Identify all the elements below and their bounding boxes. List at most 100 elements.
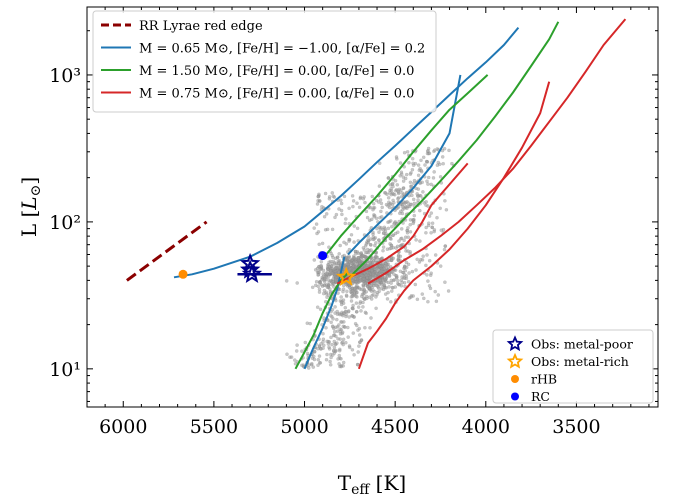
- field-star: [347, 255, 352, 260]
- field-star: [324, 325, 328, 330]
- plot-frame: [86, 6, 659, 408]
- field-star: [313, 267, 318, 272]
- marker-point: [336, 266, 357, 286]
- field-star: [335, 341, 339, 345]
- field-star: [416, 163, 421, 167]
- field-star: [349, 258, 354, 263]
- legend-swatch: [506, 352, 524, 369]
- field-star: [308, 321, 313, 326]
- field-star: [309, 361, 314, 366]
- field-star: [375, 267, 380, 271]
- field-star: [319, 341, 323, 346]
- field-star: [405, 228, 410, 233]
- field-star: [342, 325, 347, 329]
- field-star: [327, 194, 332, 199]
- field-star: [417, 208, 422, 213]
- field-star: [399, 170, 404, 174]
- field-star: [371, 230, 375, 235]
- field-star: [399, 227, 404, 231]
- field-star: [354, 323, 359, 328]
- field-star: [325, 352, 329, 357]
- track-line-1-2: [347, 74, 462, 256]
- field-star: [328, 359, 332, 364]
- y-axis-label: L [L⊙]: [17, 177, 44, 237]
- field-star: [358, 196, 363, 201]
- field-star: [367, 286, 371, 291]
- field-star: [386, 220, 390, 224]
- legend-swatch: [511, 375, 519, 383]
- x-tick-label: 4500: [371, 416, 419, 438]
- field-star: [409, 294, 414, 298]
- field-star: [337, 348, 342, 353]
- field-star: [411, 221, 416, 226]
- field-star: [336, 336, 340, 341]
- field-star: [373, 241, 378, 245]
- field-star: [350, 278, 355, 283]
- field-star: [334, 317, 339, 322]
- field-star: [325, 227, 330, 232]
- field-star: [331, 348, 336, 353]
- field-star: [359, 287, 364, 292]
- field-star: [339, 295, 344, 299]
- field-star: [314, 279, 319, 284]
- field-star: [438, 174, 443, 179]
- field-star: [400, 204, 405, 209]
- field-star: [338, 243, 343, 248]
- field-star: [289, 355, 294, 359]
- field-star: [425, 273, 429, 277]
- field-star: [415, 257, 420, 262]
- field-star: [317, 199, 322, 203]
- field-star: [421, 190, 425, 194]
- field-star: [426, 146, 431, 151]
- legend-label: rHB: [531, 372, 557, 387]
- field-star: [336, 259, 341, 263]
- field-star: [347, 237, 351, 242]
- field-star: [424, 225, 429, 230]
- field-star: [412, 213, 417, 218]
- x-tick-label: 6000: [99, 416, 147, 438]
- field-star: [427, 214, 432, 218]
- field-star: [316, 284, 321, 289]
- field-star: [372, 289, 377, 294]
- field-star: [383, 191, 388, 195]
- field-star: [334, 265, 338, 270]
- field-star: [342, 240, 346, 245]
- field-star: [339, 300, 344, 305]
- field-star: [377, 289, 382, 294]
- field-star: [324, 212, 329, 216]
- field-star: [380, 205, 385, 210]
- field-star: [310, 356, 315, 360]
- field-star: [319, 259, 324, 264]
- field-star: [407, 296, 412, 300]
- field-star: [352, 352, 356, 357]
- field-star: [389, 192, 394, 197]
- field-star: [350, 286, 355, 291]
- field-star: [401, 275, 406, 280]
- field-star: [396, 254, 401, 259]
- field-star: [386, 195, 391, 200]
- field-star: [343, 340, 348, 345]
- marker-point: [239, 259, 261, 279]
- field-star: [357, 326, 362, 331]
- field-star: [369, 283, 374, 288]
- field-star: [379, 286, 384, 291]
- field-star: [385, 274, 390, 278]
- field-star: [347, 267, 352, 271]
- field-star: [337, 251, 342, 256]
- track-line-0-0: [126, 220, 208, 282]
- y-tick-label: 10²: [49, 212, 81, 234]
- field-star: [332, 329, 337, 334]
- field-star: [446, 289, 451, 293]
- field-star: [368, 275, 372, 280]
- field-star: [395, 278, 400, 283]
- field-star: [424, 159, 429, 164]
- field-star: [354, 309, 359, 314]
- field-star: [368, 325, 372, 330]
- field-star: [432, 227, 437, 232]
- legend-label: Obs: metal-rich: [531, 354, 629, 369]
- field-star: [326, 277, 331, 282]
- field-star: [403, 268, 408, 273]
- field-star: [347, 206, 351, 211]
- field-star: [346, 335, 351, 339]
